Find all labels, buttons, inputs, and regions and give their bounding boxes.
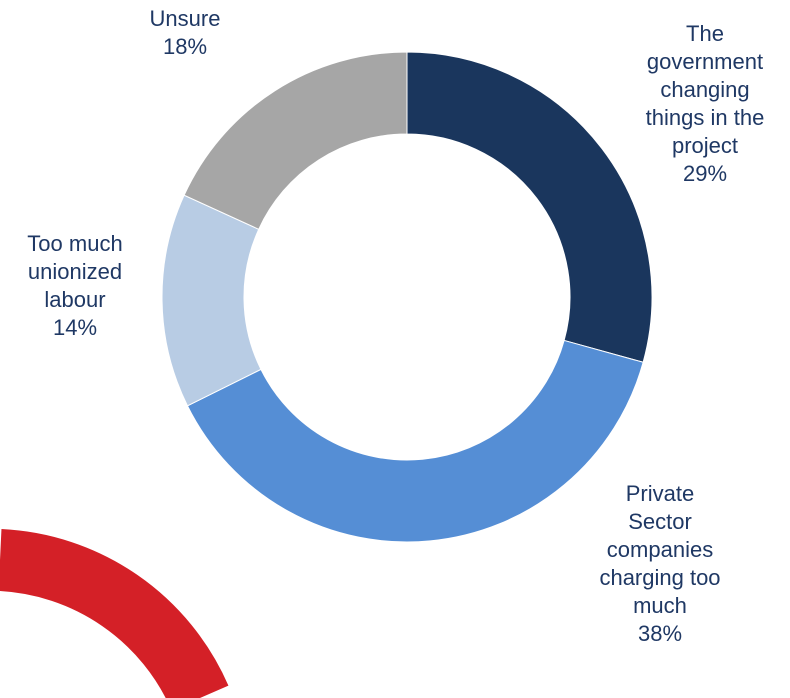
percent-label: 18%	[162, 34, 208, 59]
label-line: Unsure	[149, 6, 221, 31]
slice-label-union: Too much unionized labour 14%	[5, 230, 145, 342]
decorative-ring	[0, 529, 229, 698]
percent-label: 38%	[637, 621, 683, 646]
donut-slice-private	[186, 339, 644, 543]
donut-slice-unsure	[183, 51, 408, 230]
label-line: The	[686, 21, 724, 46]
percent-label: 14%	[52, 315, 98, 340]
label-line: much	[633, 593, 687, 618]
label-line: companies	[606, 537, 714, 562]
label-line: Too much	[27, 231, 123, 256]
red-ring-arc	[0, 529, 229, 698]
label-line: charging too	[599, 565, 721, 590]
label-line: labour	[44, 287, 106, 312]
percent-label: 29%	[682, 161, 728, 186]
label-line: government	[646, 49, 764, 74]
label-line: changing	[660, 77, 750, 102]
label-line: Private	[625, 481, 695, 506]
donut-slices	[161, 51, 653, 543]
slice-label-unsure: Unsure 18%	[130, 5, 240, 61]
donut-slice-gov	[406, 51, 653, 363]
donut-slice-union	[161, 194, 262, 407]
label-line: project	[671, 133, 739, 158]
label-line: Sector	[628, 509, 692, 534]
slice-label-private: Private Sector companies charging too mu…	[575, 480, 745, 648]
slice-label-gov: The government changing things in the pr…	[620, 20, 790, 188]
label-line: things in the	[645, 105, 765, 130]
label-line: unionized	[27, 259, 123, 284]
